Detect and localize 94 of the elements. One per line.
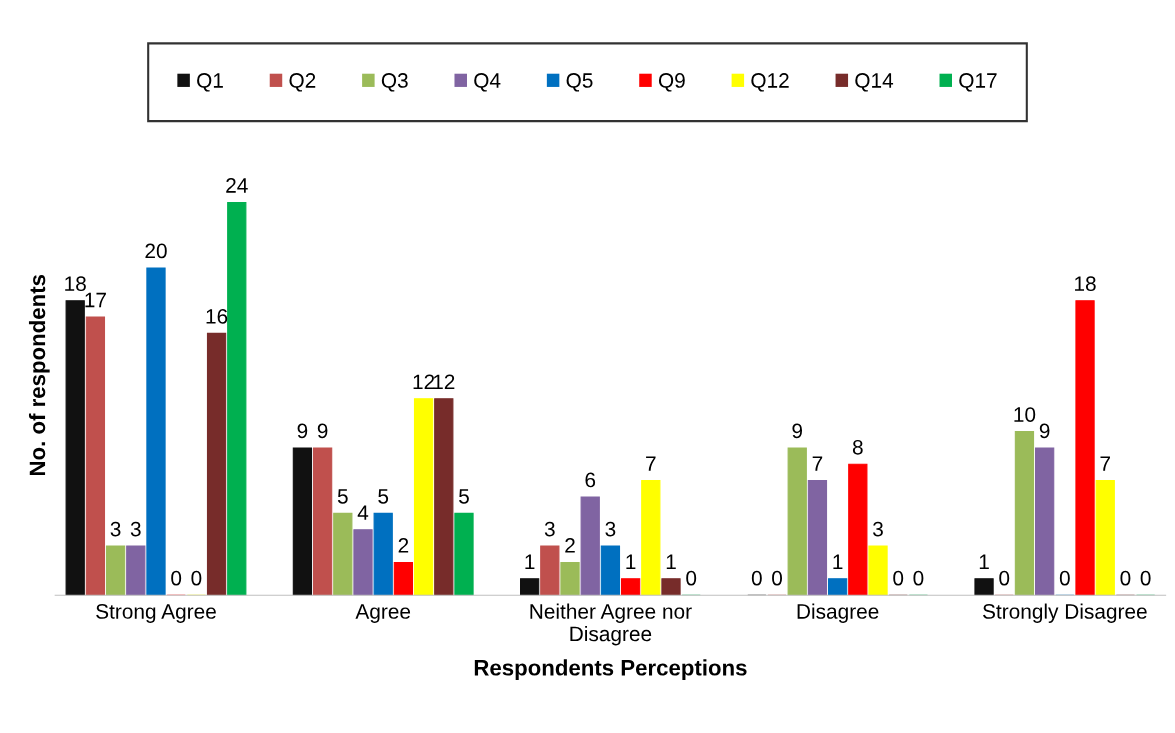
data-label: 1 — [666, 554, 676, 569]
bar — [454, 512, 474, 596]
bar — [868, 545, 888, 596]
data-label: 7 — [812, 456, 823, 471]
data-label: 2 — [398, 538, 409, 553]
legend-label: Q9 — [658, 73, 685, 92]
bar — [434, 398, 454, 596]
bar — [393, 561, 414, 596]
bar — [519, 578, 540, 596]
bar — [540, 545, 560, 596]
bar — [292, 447, 313, 596]
data-label: 24 — [226, 178, 248, 193]
bar — [105, 545, 126, 596]
bar — [353, 529, 373, 596]
bar — [65, 300, 85, 596]
bar — [227, 201, 247, 596]
x-tick-label: Disagree — [797, 603, 879, 623]
data-label: 20 — [145, 243, 167, 259]
data-label: 1 — [833, 554, 843, 569]
data-label: 0 — [893, 570, 904, 586]
legend-label: Q4 — [474, 73, 501, 92]
data-label: 9 — [792, 423, 803, 439]
data-label: 3 — [605, 521, 616, 537]
data-label: 3 — [873, 521, 883, 537]
data-label: 7 — [1100, 456, 1110, 471]
legend-label: Q3 — [381, 73, 408, 92]
bar — [827, 578, 848, 596]
data-label: 9 — [297, 423, 308, 439]
x-axis-title: Respondents Perceptions — [474, 659, 747, 680]
legend-label: Q14 — [855, 73, 894, 92]
bar — [373, 512, 393, 596]
data-label: 0 — [999, 570, 1010, 586]
data-label: 8 — [852, 439, 863, 455]
bar — [807, 480, 828, 596]
x-tick-label: Strong Agree — [96, 604, 216, 623]
bar — [600, 545, 621, 596]
data-label: 9 — [1039, 423, 1050, 439]
data-label: 0 — [191, 570, 202, 586]
bar — [620, 578, 641, 596]
bar — [333, 512, 353, 596]
data-label: 0 — [751, 570, 762, 586]
data-label: 5 — [378, 489, 389, 504]
bar — [848, 463, 868, 596]
data-label: 0 — [772, 570, 783, 586]
bar — [560, 561, 580, 596]
bar — [641, 480, 661, 596]
bar — [126, 545, 146, 596]
data-label: 1 — [626, 554, 636, 569]
y-axis-title: No. of respondents — [28, 274, 50, 476]
data-label: 0 — [913, 570, 924, 586]
bar — [787, 447, 807, 596]
data-label: 10 — [1014, 407, 1036, 422]
data-label: 0 — [171, 570, 182, 586]
bar — [974, 578, 994, 596]
data-label: 0 — [1140, 570, 1151, 586]
bar — [1034, 447, 1055, 596]
data-label: 5 — [337, 489, 348, 504]
bar — [85, 316, 106, 596]
data-label: 17 — [85, 292, 106, 308]
data-label: 12 — [433, 374, 455, 389]
bar — [206, 332, 227, 596]
data-label: 9 — [317, 423, 328, 439]
data-label: 4 — [357, 505, 369, 520]
data-label: 0 — [1120, 570, 1131, 586]
data-label: 1 — [979, 554, 989, 569]
legend-label: Q17 — [959, 73, 997, 92]
bar — [661, 578, 681, 596]
bar — [1014, 431, 1035, 596]
data-label: 3 — [130, 521, 141, 537]
bar — [312, 447, 333, 596]
x-tick-label: Strongly Disagree — [983, 603, 1147, 623]
data-label: 18 — [1075, 276, 1096, 292]
x-tick-label: Agree — [355, 604, 411, 623]
data-label: 3 — [544, 521, 555, 537]
data-label: 0 — [1059, 570, 1070, 586]
data-label: 6 — [585, 472, 596, 488]
bar — [413, 398, 434, 596]
bar — [1075, 300, 1095, 596]
data-label: 5 — [459, 489, 469, 504]
data-label: 2 — [565, 538, 575, 553]
bar — [146, 267, 166, 596]
bar — [1095, 480, 1115, 596]
legend-label: Q12 — [751, 73, 789, 92]
legend-label: Q5 — [566, 73, 593, 92]
legend-label: Q1 — [197, 73, 223, 92]
data-label: 12 — [413, 374, 435, 389]
data-label: 3 — [110, 521, 121, 537]
legend-label: Q2 — [289, 73, 316, 92]
bar — [580, 496, 600, 596]
x-tick-label: Neither Agree nor Disagree — [530, 603, 692, 646]
data-label: 18 — [65, 276, 86, 292]
data-label: 1 — [525, 554, 535, 569]
data-label: 0 — [686, 570, 697, 586]
data-label: 7 — [646, 456, 656, 471]
